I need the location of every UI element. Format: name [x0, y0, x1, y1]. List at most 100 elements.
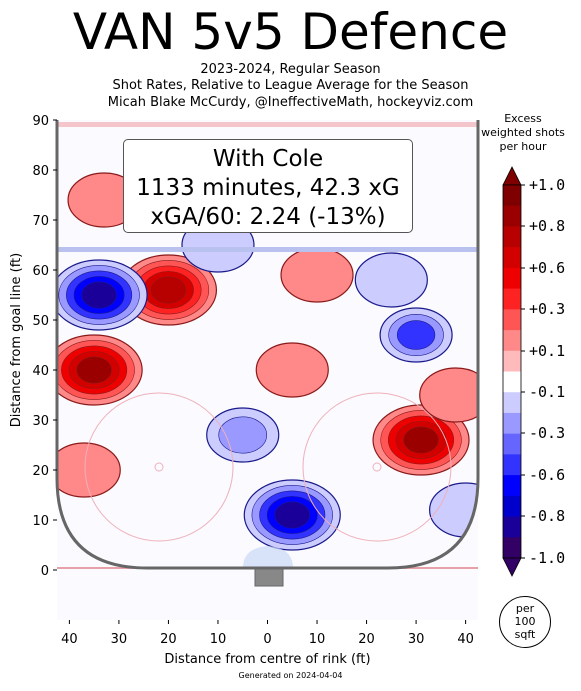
colorbar-title-line-3: per hour [499, 140, 547, 153]
colorbar-tick-label: +1.0 [529, 176, 565, 194]
colorbar-outline [502, 184, 522, 559]
blue-line [57, 247, 478, 252]
subtitle-line-1: 2023-2024, Regular Season [200, 62, 381, 77]
contour-level [255, 342, 329, 398]
colorbar-segment [503, 330, 521, 352]
contour-level [403, 426, 439, 454]
contour-level [419, 367, 478, 423]
x-tick-label: 40 [457, 632, 474, 647]
colorbar-segment [503, 247, 521, 269]
x-axis-label: Distance from centre of rink (ft) [164, 652, 370, 667]
contour-level [81, 281, 117, 309]
faceoff-circle-right [302, 392, 452, 542]
info-box: With Cole 1133 minutes, 42.3 xG xGA/60: … [123, 139, 413, 233]
colorbar-tick-label: -0.1 [529, 383, 565, 401]
heatmap-layer [57, 172, 478, 551]
hotspot-4 [280, 247, 354, 303]
subtitle-line-3: Micah Blake McCurdy, @IneffectiveMath, h… [107, 95, 474, 110]
y-tick-label: 10 [32, 514, 49, 529]
y-axis-label: Distance from goal line (ft) [9, 253, 24, 427]
colorbar-title-line-2: weighted shots [481, 126, 565, 139]
colorbar-tick-label: -0.8 [529, 507, 565, 525]
y-tick-label: 60 [32, 264, 49, 279]
info-line-2: 1133 minutes, 42.3 xG [136, 175, 400, 201]
unit-badge: per 100 sqft [499, 596, 551, 648]
hotspot-8 [57, 259, 148, 331]
red-line [57, 122, 478, 127]
contour-level [396, 320, 436, 350]
x-tick-label: 20 [358, 632, 375, 647]
colorbar-segment [503, 309, 521, 331]
faceoff-dot-left [154, 462, 164, 472]
y-tick-label: 50 [32, 314, 49, 329]
unit-line-1: per [515, 602, 535, 615]
colorbar-tick-label: +0.6 [529, 259, 565, 277]
colorbar: +1.0 +0.8 +0.6 +0.3 +0.1 -0.1 -0.3 -0.6 -0.8 -1.0 [502, 166, 565, 577]
hotspot-9 [243, 479, 341, 551]
colorbar-segment [503, 516, 521, 538]
y-tick-label: 70 [32, 214, 49, 229]
y-tick-label: 90 [32, 114, 49, 129]
hotspot-10 [379, 307, 453, 363]
y-tick-label: 0 [41, 564, 49, 579]
goal-net [254, 567, 284, 587]
colorbar-tick-label: -0.3 [529, 424, 565, 442]
x-tick-label: 40 [61, 632, 78, 647]
y-tick-label: 20 [32, 464, 49, 479]
colorbar-segment [503, 288, 521, 310]
colorbar-segment [503, 412, 521, 435]
hotspot-5 [419, 367, 478, 423]
colorbar-tick-label: +0.1 [529, 342, 565, 360]
colorbar-bottom-arrow [502, 557, 522, 577]
colorbar-segment [503, 226, 521, 248]
unit-line-2: 100 [514, 615, 536, 628]
contour-level [150, 276, 187, 304]
colorbar-segment [503, 350, 521, 372]
colorbar-title-line-1: Excess [504, 112, 542, 125]
x-tick-label: 10 [210, 632, 227, 647]
info-line-3: xGA/60: 2.24 (-13%) [150, 204, 386, 230]
hotspot-2 [372, 404, 470, 476]
colorbar-segment [503, 454, 521, 476]
faceoff-dot-right [372, 462, 382, 472]
colorbar-segment [503, 392, 521, 414]
contour-level [218, 416, 268, 454]
y-tick-label: 80 [32, 164, 49, 179]
faceoff-circle-left [84, 392, 234, 542]
colorbar-segment [503, 475, 521, 497]
colorbar-segment [503, 185, 521, 207]
generated-footer: Generated on 2024-04-04 [238, 671, 343, 680]
hotspot-14 [429, 482, 478, 538]
x-tick-label: 0 [263, 632, 271, 647]
x-tick-label: 10 [309, 632, 326, 647]
hotspot-0 [57, 334, 143, 406]
x-tick-label: 20 [160, 632, 177, 647]
colorbar-segment [503, 433, 521, 455]
contour-level [274, 501, 311, 529]
colorbar-tick-label: -0.6 [529, 466, 565, 484]
info-line-1: With Cole [212, 146, 324, 172]
hotspot-6 [57, 442, 121, 498]
x-tick-label: 30 [408, 632, 425, 647]
x-tick-label: 30 [111, 632, 128, 647]
colorbar-tick-label: +0.3 [529, 300, 565, 318]
subtitle-line-2: Shot Rates, Relative to League Average f… [112, 78, 469, 93]
boards [55, 120, 480, 570]
colorbar-segment [503, 495, 521, 518]
colorbar-segment [503, 537, 521, 559]
contour-level [76, 356, 112, 384]
colorbar-top-arrow [502, 166, 522, 186]
axes: 0 10 20 30 40 50 60 70 80 90 40 30 20 10 0 10 20 30 40 Dist… [9, 114, 474, 667]
contour-level [280, 247, 354, 303]
contour-level [429, 482, 478, 538]
unit-line-3: sqft [514, 628, 536, 641]
contour-level [354, 252, 428, 308]
colorbar-tick-label: +0.8 [529, 217, 565, 235]
hotspot-13 [354, 252, 428, 308]
hotspot-11 [206, 407, 280, 463]
colorbar-segment [503, 205, 521, 227]
contour-level [57, 442, 121, 498]
goal-crease [243, 546, 293, 568]
rink-markings [55, 120, 480, 587]
